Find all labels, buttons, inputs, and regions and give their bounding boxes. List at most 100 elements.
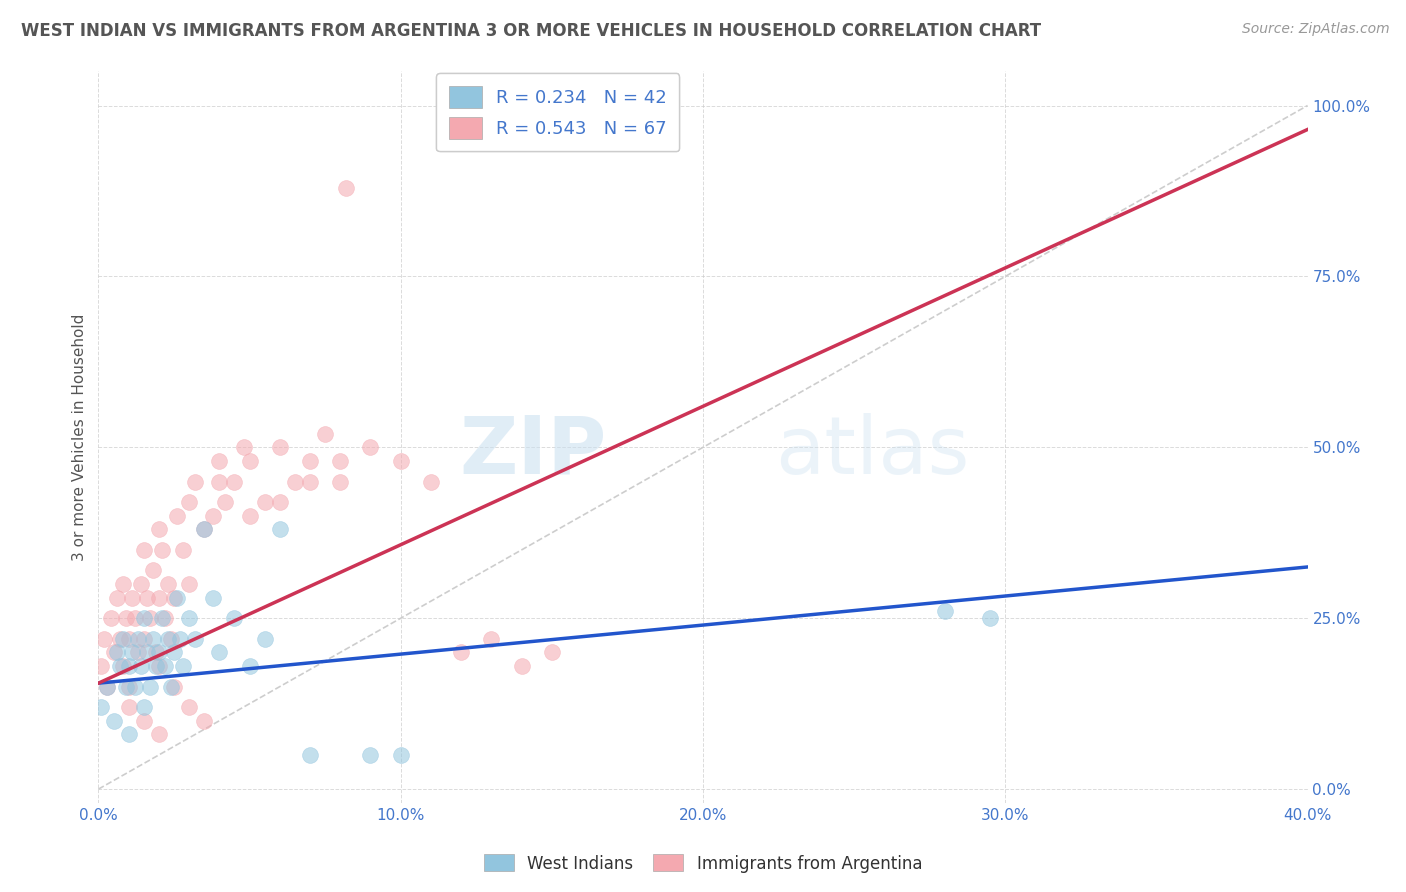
Point (139, 611, 162, 625)
Point (153, 611, 176, 625)
Point (420, 475, 443, 489)
Point (253, 495, 276, 509)
Point (153, 659, 176, 673)
Point (114, 680, 136, 694)
Point (103, 714, 125, 728)
Point (202, 508, 225, 523)
Point (142, 632, 165, 646)
Text: WEST INDIAN VS IMMIGRANTS FROM ARGENTINA 3 OR MORE VEHICLES IN HOUSEHOLD CORRELA: WEST INDIAN VS IMMIGRANTS FROM ARGENTINA… (21, 22, 1042, 40)
Text: ZIP: ZIP (458, 413, 606, 491)
Point (148, 591, 170, 605)
Point (127, 645, 149, 659)
Point (160, 632, 183, 646)
Y-axis label: 3 or more Vehicles in Household: 3 or more Vehicles in Household (72, 313, 87, 561)
Point (114, 611, 136, 625)
Point (100, 611, 122, 625)
Point (124, 680, 146, 694)
Point (142, 563, 165, 577)
Point (118, 700, 141, 714)
Point (389, 747, 412, 762)
Point (208, 645, 231, 659)
Point (132, 700, 155, 714)
Legend: West Indians, Immigrants from Argentina: West Indians, Immigrants from Argentina (477, 847, 929, 880)
Point (329, 475, 352, 489)
Point (179, 577, 201, 591)
Point (179, 611, 201, 625)
Point (179, 700, 201, 714)
Point (193, 522, 215, 536)
Point (202, 591, 225, 605)
Point (450, 645, 472, 659)
Point (179, 495, 201, 509)
Point (118, 680, 141, 694)
Point (129, 659, 152, 673)
Point (184, 475, 207, 489)
Point (118, 632, 141, 646)
Point (193, 714, 215, 728)
Point (90, 659, 112, 673)
Point (166, 591, 188, 605)
Point (150, 542, 173, 557)
Point (214, 495, 236, 509)
Point (103, 645, 125, 659)
Point (96, 680, 118, 694)
Point (150, 611, 173, 625)
Point (253, 632, 276, 646)
Point (132, 632, 155, 646)
Point (132, 714, 155, 728)
Point (232, 440, 254, 454)
Point (105, 591, 128, 605)
Point (105, 645, 128, 659)
Point (934, 604, 956, 618)
Point (299, 747, 322, 762)
Point (239, 454, 262, 468)
Point (269, 522, 291, 536)
Point (269, 440, 291, 454)
Point (163, 680, 186, 694)
Point (314, 426, 336, 441)
Point (118, 727, 141, 741)
Point (208, 454, 231, 468)
Text: Source: ZipAtlas.com: Source: ZipAtlas.com (1241, 22, 1389, 37)
Legend: R = 0.234   N = 42, R = 0.543   N = 67: R = 0.234 N = 42, R = 0.543 N = 67 (436, 73, 679, 152)
Point (239, 508, 262, 523)
Point (156, 632, 179, 646)
Point (172, 542, 194, 557)
Point (166, 508, 188, 523)
Point (329, 454, 352, 468)
Point (108, 659, 131, 673)
Point (132, 611, 155, 625)
Point (145, 645, 167, 659)
Point (111, 632, 134, 646)
Point (90, 700, 112, 714)
Point (127, 632, 149, 646)
Point (124, 611, 146, 625)
Point (979, 611, 1001, 625)
Point (510, 659, 533, 673)
Point (148, 522, 170, 536)
Point (148, 645, 170, 659)
Point (132, 542, 155, 557)
Point (108, 632, 131, 646)
Point (139, 680, 162, 694)
Point (184, 632, 207, 646)
Point (121, 645, 143, 659)
Point (360, 440, 382, 454)
Point (163, 645, 186, 659)
Point (145, 659, 167, 673)
Point (96, 680, 118, 694)
Point (299, 454, 322, 468)
Point (160, 680, 183, 694)
Point (156, 577, 179, 591)
Point (360, 747, 382, 762)
Point (172, 659, 194, 673)
Point (93, 632, 115, 646)
Point (269, 495, 291, 509)
Point (129, 577, 152, 591)
Point (389, 454, 412, 468)
Point (224, 611, 246, 625)
Point (135, 645, 157, 659)
Point (299, 475, 322, 489)
Point (118, 659, 141, 673)
Point (135, 591, 157, 605)
